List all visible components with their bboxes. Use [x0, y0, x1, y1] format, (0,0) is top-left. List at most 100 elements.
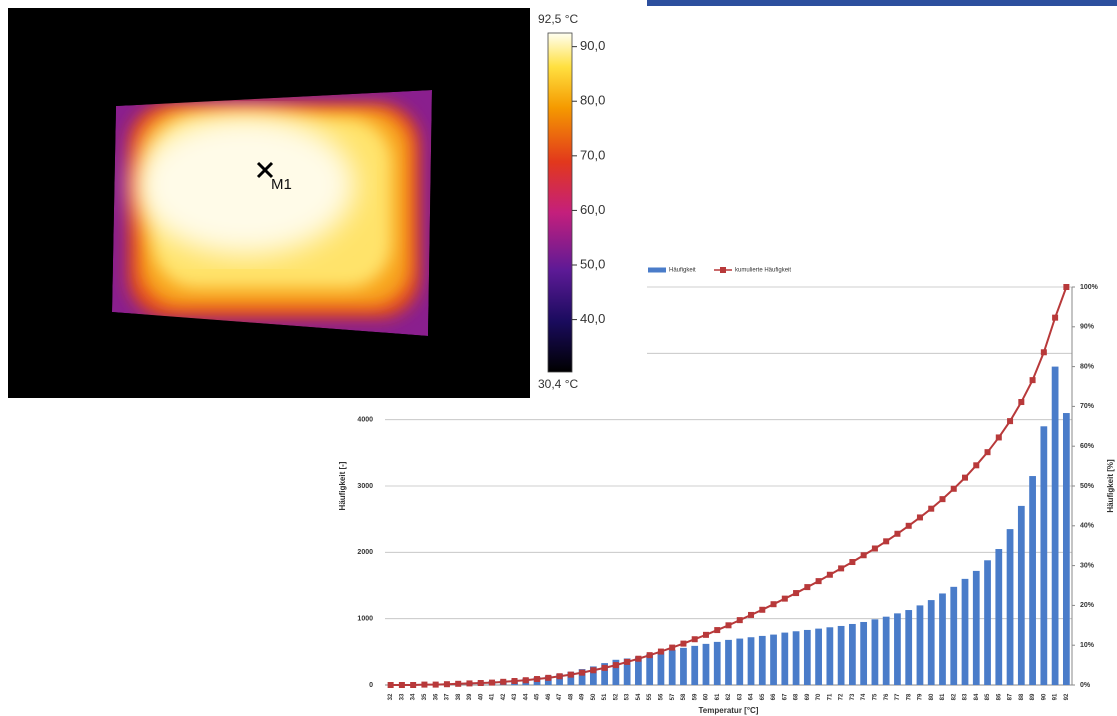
line-marker: [421, 682, 427, 688]
x-tick-label: 74: [861, 693, 867, 700]
x-tick-label: 33: [399, 693, 405, 700]
bar: [1029, 476, 1036, 685]
x-tick-label: 75: [872, 693, 878, 700]
line-marker: [568, 672, 574, 678]
bar: [736, 639, 743, 685]
line-marker: [939, 496, 945, 502]
x-tick-label: 73: [850, 693, 856, 700]
x-tick-label: 78: [906, 693, 912, 700]
x-tick-label: 90: [1041, 693, 1047, 700]
page: 01000200030004000500060000%10%20%30%40%5…: [0, 0, 1117, 716]
line-marker: [838, 565, 844, 571]
x-tick-label: 57: [670, 693, 676, 700]
y2-tick-label: 50%: [1080, 483, 1095, 490]
bar: [917, 605, 924, 685]
x-tick-label: 81: [940, 693, 946, 700]
bar: [849, 624, 856, 685]
x-tick-label: 47: [557, 693, 563, 700]
line-marker: [602, 665, 608, 671]
bar: [984, 560, 991, 685]
bar: [826, 627, 833, 685]
x-axis-title: Temperatur [°C]: [699, 706, 759, 715]
line-marker: [962, 475, 968, 481]
bar: [1063, 413, 1070, 685]
y-tick-label: 1000: [357, 616, 373, 623]
y2-tick-label: 30%: [1080, 562, 1095, 569]
line-marker: [658, 649, 664, 655]
line-marker: [861, 552, 867, 558]
y2-tick-label: 60%: [1080, 443, 1095, 450]
x-tick-label: 32: [388, 693, 394, 700]
x-tick-label: 63: [737, 693, 743, 700]
x-tick-label: 69: [805, 693, 811, 700]
legend-label: kumulierte Häufigkeit: [735, 268, 791, 274]
line-marker: [624, 659, 630, 665]
line-marker: [534, 676, 540, 682]
line-marker: [771, 601, 777, 607]
colorbar-tick-label: 80,0: [580, 93, 605, 108]
bar: [1052, 367, 1059, 685]
line-marker: [466, 680, 472, 686]
bar: [691, 646, 698, 685]
legend-swatch: [648, 268, 666, 273]
line-marker: [579, 670, 585, 676]
y2-tick-label: 80%: [1080, 363, 1095, 370]
bar: [1040, 426, 1047, 685]
y2-axis-title: Häufigkeit [%]: [1106, 459, 1115, 513]
line-marker: [692, 636, 698, 642]
line-marker: [545, 675, 551, 681]
x-tick-label: 79: [918, 693, 924, 700]
line-marker: [726, 622, 732, 628]
x-tick-label: 62: [726, 693, 732, 700]
colorbar: [548, 33, 572, 372]
line-marker: [399, 682, 405, 688]
x-tick-label: 88: [1019, 693, 1025, 700]
bar: [703, 644, 710, 685]
y-tick-label: 3000: [357, 483, 373, 490]
line-marker: [985, 449, 991, 455]
line-marker: [973, 462, 979, 468]
x-tick-label: 80: [929, 693, 935, 700]
x-tick-label: 44: [523, 693, 529, 700]
x-tick-label: 54: [636, 693, 642, 700]
thermal-panel: M1 92,5 °C 30,4 °C 40,050,060,070,080,09…: [8, 8, 605, 398]
x-tick-label: 85: [985, 693, 991, 700]
line-marker: [906, 523, 912, 529]
bar: [973, 571, 980, 685]
line-marker: [793, 590, 799, 596]
y2-tick-label: 90%: [1080, 324, 1095, 331]
bar: [759, 636, 766, 685]
x-tick-label: 72: [839, 693, 845, 700]
x-tick-label: 92: [1064, 693, 1070, 700]
bar: [872, 619, 879, 685]
line-marker: [928, 506, 934, 512]
bar: [781, 633, 788, 685]
x-tick-label: 50: [591, 693, 597, 700]
line-marker: [951, 486, 957, 492]
line-marker: [433, 682, 439, 688]
x-tick-label: 46: [546, 693, 552, 700]
x-tick-label: 65: [760, 693, 766, 700]
x-tick-label: 34: [411, 693, 417, 700]
line-marker: [669, 645, 675, 651]
x-tick-label: 58: [681, 693, 687, 700]
line-marker: [1041, 349, 1047, 355]
x-tick-label: 64: [749, 693, 755, 700]
x-tick-label: 36: [433, 693, 439, 700]
legend-swatch: [720, 267, 726, 273]
line-marker: [1063, 284, 1069, 290]
x-tick-label: 42: [501, 693, 507, 700]
x-tick-label: 59: [692, 693, 698, 700]
x-tick-label: 41: [490, 693, 496, 700]
x-tick-label: 45: [535, 693, 541, 700]
colorbar-tick-label: 40,0: [580, 311, 605, 326]
colorbar-tick-label: 50,0: [580, 256, 605, 271]
line-marker: [703, 632, 709, 638]
bar: [815, 629, 822, 685]
line-marker: [872, 545, 878, 551]
bar: [793, 631, 800, 685]
colorbar-tick-label: 60,0: [580, 202, 605, 217]
bar: [646, 654, 653, 685]
x-tick-label: 91: [1053, 693, 1059, 700]
hot-plate: [112, 90, 432, 336]
